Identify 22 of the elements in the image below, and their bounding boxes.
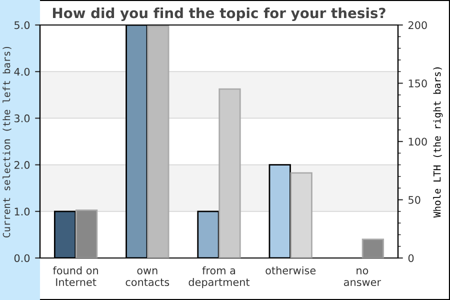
y2-axis-title: Whole LTH (the right bars) [433,67,443,218]
y-axis-title: Current selection (the left bars) [2,46,12,238]
x-tick-label: otherwise [266,266,316,274]
y-tick-label: 0.0 [14,254,30,262]
y2-tick-label: 200 [408,21,427,30]
y2-tick-label: 50 [408,196,420,204]
x-tick-label: from a department [188,266,250,288]
y-tick-label: 5.0 [14,21,30,30]
y-tick-label: 2.0 [14,161,30,169]
y-tick-label: 1.0 [14,208,30,216]
x-tick-label: found on Internet [52,266,98,286]
x-tick-label: no answer [344,268,382,286]
bar [362,238,384,258]
y-tick-label: 3.0 [14,114,30,122]
bar [218,88,241,258]
chart-title: How did you find the topic for your thesis? [52,8,386,22]
bar [197,210,220,258]
y-tick-label: 4.0 [14,68,30,76]
x-tick-label: own contacts [126,268,170,286]
y2-tick-label: 150 [408,79,427,88]
y2-tick-label: 0 [408,254,414,262]
y2-tick-label: 100 [408,138,427,146]
